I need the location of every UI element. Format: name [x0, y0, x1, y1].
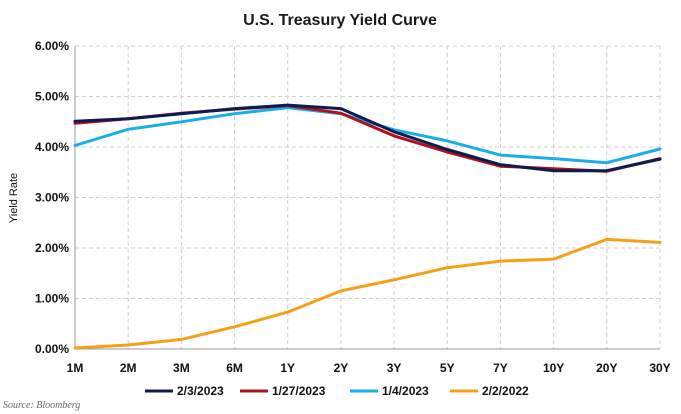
y-axis-label: Yield Rate [8, 173, 20, 223]
y-tick-label: 4.00% [35, 140, 69, 154]
series-line-2/3/2023 [73, 103, 662, 173]
x-tick-label: 3M [173, 361, 190, 375]
series-line-2/2/2022 [73, 237, 662, 350]
x-tick-label: 30Y [649, 361, 670, 375]
y-tick-label: 1.00% [35, 292, 69, 306]
x-tick-label: 10Y [543, 361, 564, 375]
y-tick-label: 5.00% [35, 90, 69, 104]
x-axis-ticks: 1M 2M 3M 6M 1Y 2Y 3Y 5Y 7Y 10Y 20Y 30Y [67, 361, 671, 375]
series-lines [73, 103, 662, 350]
x-tick-label: 1M [67, 361, 84, 375]
x-tick-label: 1Y [280, 361, 295, 375]
legend-label: 1/4/2023 [382, 384, 429, 398]
y-axis-ticks: 0.00% 1.00% 2.00% 3.00% 4.00% 5.00% 6.00% [35, 39, 69, 356]
x-tick-label: 3Y [387, 361, 402, 375]
x-tick-label: 5Y [440, 361, 455, 375]
y-tick-label: 2.00% [35, 241, 69, 255]
y-tick-label: 3.00% [35, 191, 69, 205]
x-tick-label: 2M [120, 361, 137, 375]
x-tick-label: 20Y [596, 361, 617, 375]
axes [74, 46, 660, 350]
legend-label: 2/2/2022 [482, 384, 529, 398]
legend-label: 2/3/2023 [177, 384, 224, 398]
y-tick-label: 6.00% [35, 39, 69, 53]
gridlines [75, 45, 661, 349]
chart-title: U.S. Treasury Yield Curve [243, 12, 437, 29]
y-tick-label: 0.00% [35, 342, 69, 356]
source-note: Source: Bloomberg [3, 400, 80, 411]
x-tick-label: 7Y [493, 361, 508, 375]
x-tick-label: 6M [226, 361, 243, 375]
x-tick-label: 2Y [334, 361, 349, 375]
legend: 2/3/2023 1/27/2023 1/4/2023 2/2/2022 [145, 384, 529, 398]
legend-label: 1/27/2023 [272, 384, 326, 398]
